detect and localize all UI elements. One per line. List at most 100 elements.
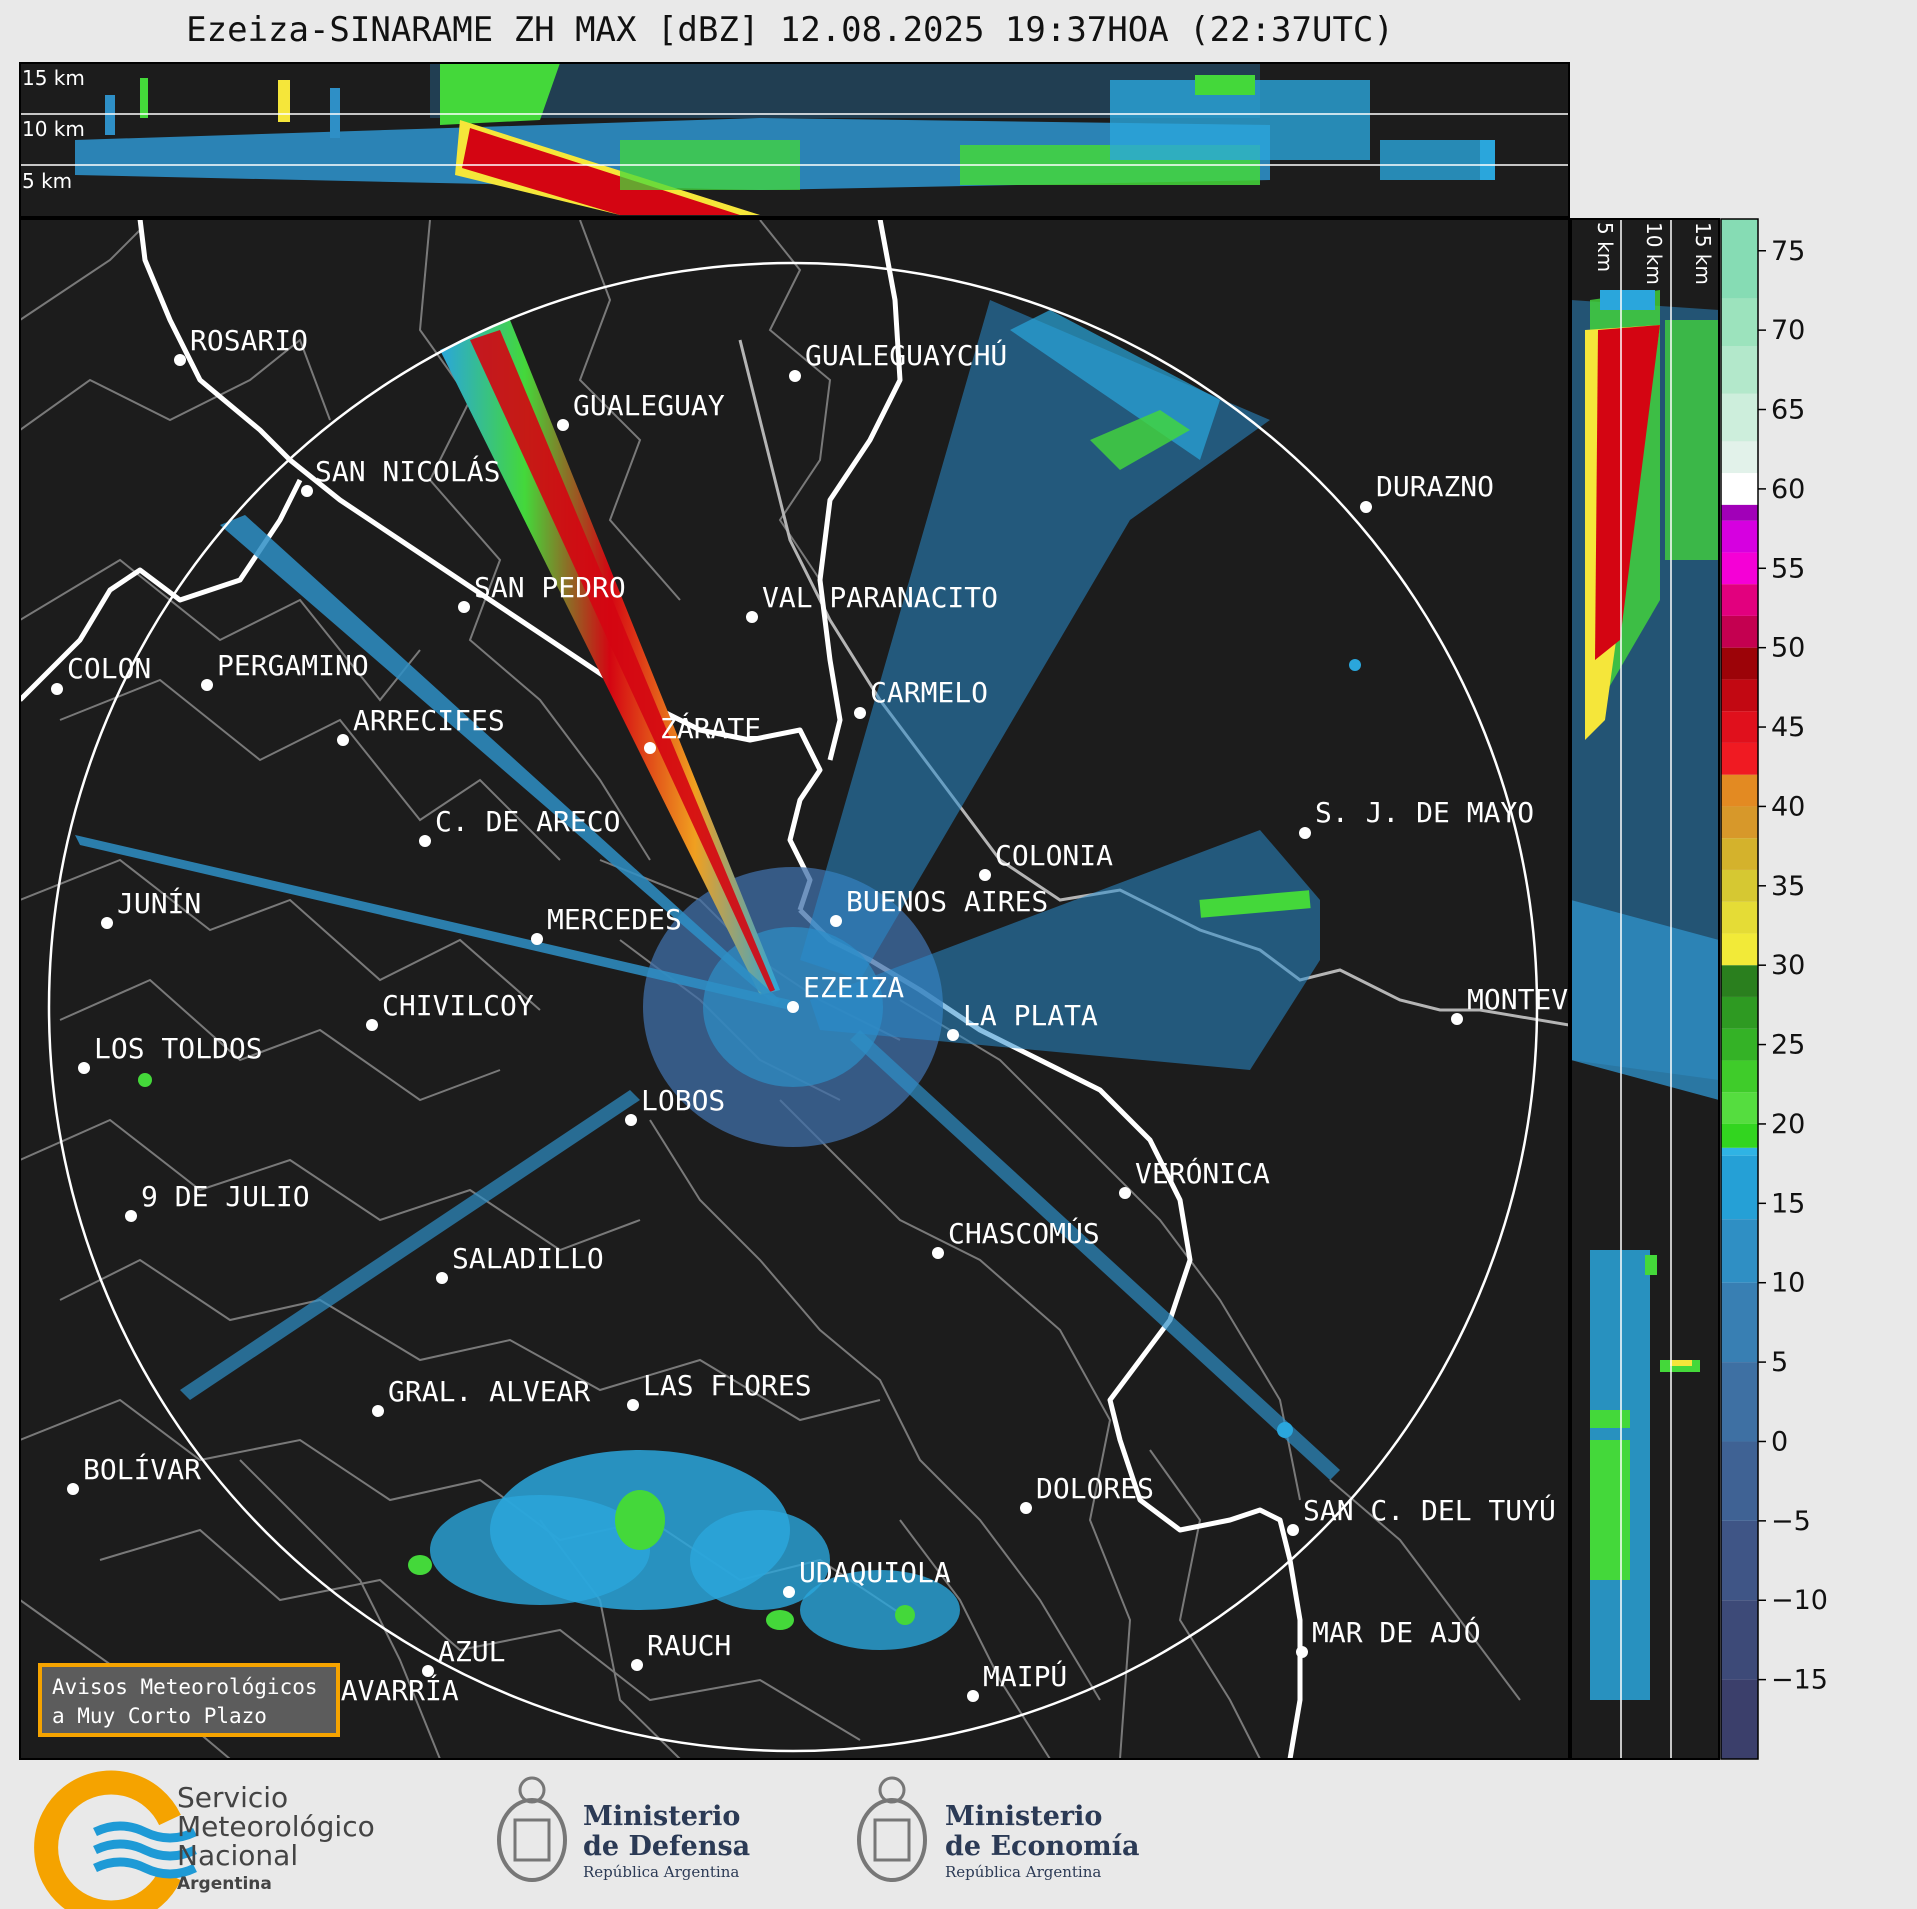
city-marker: RAUCH [631, 1629, 731, 1671]
city-dot [967, 1690, 979, 1702]
notice-line-1: Avisos Meteorológicos [52, 1675, 318, 1699]
colorbar-bin [1721, 869, 1758, 902]
side-label-10km: 10 km [1642, 222, 1666, 285]
smn-line-4: Argentina [177, 1874, 272, 1894]
colorbar-bin [1721, 615, 1758, 648]
city-label: GRAL. ALVEAR [388, 1375, 590, 1408]
city-label: CHASCOMÚS [948, 1216, 1100, 1250]
city-marker: PERGAMINO [201, 649, 369, 691]
colorbar-bin [1721, 1600, 1758, 1680]
city-label: CHIVILCOY [382, 989, 534, 1022]
notice-box[interactable]: Avisos Meteorológicos a Muy Corto Plazo [38, 1663, 340, 1737]
defensa-line-3: República Argentina [583, 1863, 740, 1881]
city-dot [1287, 1524, 1299, 1536]
colorbar-bin [1721, 996, 1758, 1029]
city-marker: CHASCOMÚS [932, 1216, 1100, 1259]
city-dot [337, 734, 349, 746]
colorbar-bin [1721, 1219, 1758, 1283]
city-dot [51, 683, 63, 695]
city-dot [932, 1247, 944, 1259]
smn-line-1: Servicio [177, 1781, 289, 1814]
colorbar-bin [1721, 647, 1758, 680]
side-label-15km: 15 km [1691, 222, 1715, 285]
city-marker: AZUL [422, 1635, 505, 1677]
colorbar-bin [1721, 1282, 1758, 1363]
economia-line-3: República Argentina [945, 1863, 1102, 1881]
colorbar-bin [1721, 393, 1758, 442]
range-ring [47, 261, 1539, 1753]
colorbar-tick-label: 65 [1771, 395, 1805, 426]
page-title: Ezeiza-SINARAME ZH MAX [dBZ] 12.08.2025 … [186, 10, 1394, 50]
city-marker: COLONIA [979, 839, 1113, 881]
city-marker: UDAQUIOLA [783, 1556, 951, 1598]
colorbar-bin [1721, 774, 1758, 807]
colorbar-tick-label: 45 [1771, 712, 1805, 743]
city-label: LAS FLORES [643, 1369, 812, 1402]
smn-line-2: Meteorológico [177, 1810, 375, 1843]
city-dot [644, 742, 656, 754]
city-dot [557, 419, 569, 431]
city-marker: CHIVILCOY [366, 989, 534, 1031]
city-marker: C. DE ARECO [419, 805, 620, 847]
city-marker: BUENOS AIRES [830, 885, 1048, 927]
colorbar-tick-label: 60 [1771, 474, 1805, 505]
colorbar-bin [1721, 520, 1758, 553]
city-label: DOLORES [1036, 1472, 1154, 1505]
defensa-line-2: de Defensa [583, 1831, 751, 1862]
city-marker: LAS FLORES [627, 1369, 812, 1411]
colorbar-bin [1721, 838, 1758, 870]
city-dot [1020, 1502, 1032, 1514]
defensa-logo-text: Ministerio de Defensa República Argentin… [583, 1802, 750, 1882]
defensa-line-1: Ministerio [583, 1801, 741, 1832]
colorbar-tick-label: −10 [1771, 1585, 1828, 1616]
colorbar-bin [1721, 504, 1758, 521]
city-label: MERCEDES [547, 903, 682, 936]
city-marker: ZÁRATE [644, 711, 761, 754]
smn-line-3: Nacional [177, 1839, 299, 1872]
city-marker: LOS TOLDOS [78, 1032, 263, 1074]
city-marker: EZEIZA [787, 971, 904, 1013]
city-label: SALADILLO [452, 1242, 604, 1275]
colorbar-bin [1721, 298, 1758, 347]
colorbar-bin [1721, 1679, 1758, 1759]
city-label: ROSARIO [190, 324, 308, 357]
city-marker: ARRECIFES [337, 704, 505, 746]
colorbar-tick-label: 30 [1771, 950, 1805, 981]
city-dot [1360, 501, 1372, 513]
colorbar-bin [1721, 933, 1758, 966]
side-label-5km: 5 km [1593, 222, 1617, 272]
colorbar-tick-label: 70 [1771, 315, 1805, 346]
city-marker: ROSARIO [174, 324, 308, 366]
city-dot [531, 933, 543, 945]
top-label-15km: 15 km [22, 66, 85, 90]
colorbar-bin [1721, 1147, 1758, 1156]
city-marker: SALADILLO [436, 1242, 604, 1284]
city-marker: BOLÍVAR [67, 1452, 201, 1495]
city-label: C. DE ARECO [435, 805, 620, 838]
city-label: COLONIA [995, 839, 1113, 872]
colorbar-tick-label: 35 [1771, 871, 1805, 902]
colorbar-tick-label: 50 [1771, 633, 1805, 664]
colorbar-tick-label: 10 [1771, 1268, 1805, 1299]
coat-of-arms-defensa-icon [497, 1776, 567, 1882]
colorbar-bin [1721, 711, 1758, 743]
city-marker: S. J. DE MAYO [1299, 796, 1534, 839]
city-label: COLON [67, 652, 151, 685]
city-dot [787, 1001, 799, 1013]
city-label: PERGAMINO [217, 649, 369, 682]
city-dot [201, 679, 213, 691]
colorbar-bin [1721, 1028, 1758, 1061]
city-label: LA PLATA [963, 999, 1098, 1032]
colorbar-bin [1721, 441, 1758, 474]
colorbar-bin [1721, 1441, 1758, 1521]
city-marker: SAN C. DEL TUYÚ [1287, 1493, 1556, 1536]
colorbar-bin [1721, 584, 1758, 616]
city-label: VAL PARANACITO [762, 581, 998, 614]
city-label: ARRECIFES [353, 704, 505, 737]
city-marker: 9 DE JULIO [125, 1180, 310, 1222]
colorbar-tick-label: 0 [1771, 1426, 1788, 1457]
city-label: VERÓNICA [1135, 1156, 1270, 1190]
colorbar-bin [1721, 219, 1758, 299]
colorbar-bin [1721, 346, 1758, 394]
colorbar-bin [1721, 679, 1758, 712]
